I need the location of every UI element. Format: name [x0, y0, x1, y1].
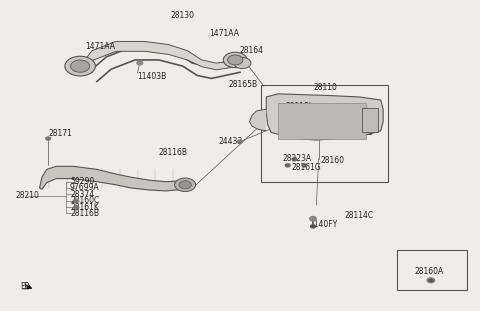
Text: 24433: 24433	[218, 137, 243, 146]
Text: 1471AA: 1471AA	[209, 29, 239, 38]
Circle shape	[175, 178, 196, 192]
Circle shape	[46, 137, 50, 140]
Circle shape	[310, 216, 316, 221]
Text: 11403B: 11403B	[137, 72, 167, 81]
Text: 28161G: 28161G	[291, 163, 321, 172]
Text: 28160A: 28160A	[414, 267, 444, 276]
Text: 97699A: 97699A	[70, 183, 99, 193]
Bar	[397, 249, 467, 290]
Text: 28223A: 28223A	[283, 154, 312, 163]
Circle shape	[234, 58, 251, 69]
Circle shape	[223, 52, 247, 68]
Circle shape	[302, 164, 307, 167]
PathPatch shape	[39, 166, 183, 191]
Text: 28210: 28210	[16, 191, 39, 200]
PathPatch shape	[250, 109, 266, 131]
Bar	[278, 103, 366, 138]
PathPatch shape	[83, 41, 240, 72]
Circle shape	[65, 56, 96, 76]
Text: 28164: 28164	[240, 46, 264, 55]
Text: 28116B: 28116B	[71, 209, 99, 218]
Text: 28116B: 28116B	[159, 148, 188, 157]
Circle shape	[311, 225, 315, 228]
Circle shape	[71, 60, 90, 72]
Circle shape	[74, 200, 79, 203]
Text: 28110: 28110	[314, 83, 338, 92]
Circle shape	[238, 140, 242, 143]
Circle shape	[74, 206, 79, 209]
Circle shape	[429, 279, 433, 281]
Text: 28160: 28160	[320, 156, 344, 165]
Text: FR.: FR.	[21, 282, 32, 291]
Text: 28161K: 28161K	[71, 203, 99, 212]
Text: 28160C: 28160C	[71, 196, 100, 205]
Text: 28171: 28171	[48, 129, 72, 138]
Text: 59290: 59290	[71, 177, 95, 186]
Circle shape	[228, 55, 243, 65]
Circle shape	[427, 278, 435, 283]
Text: 28114C: 28114C	[345, 211, 374, 220]
Circle shape	[285, 164, 290, 167]
PathPatch shape	[266, 94, 383, 140]
Bar	[362, 108, 378, 132]
Text: 28113: 28113	[350, 128, 373, 137]
Text: 28115L: 28115L	[285, 102, 313, 111]
Circle shape	[179, 181, 192, 189]
Text: 28165B: 28165B	[228, 80, 257, 89]
Text: 28374: 28374	[71, 189, 95, 198]
Text: 1471AA: 1471AA	[85, 42, 115, 51]
Circle shape	[137, 61, 143, 65]
Bar	[262, 85, 388, 182]
Circle shape	[292, 158, 297, 161]
Text: 28130: 28130	[171, 11, 195, 20]
Text: 1140FY: 1140FY	[309, 220, 337, 229]
